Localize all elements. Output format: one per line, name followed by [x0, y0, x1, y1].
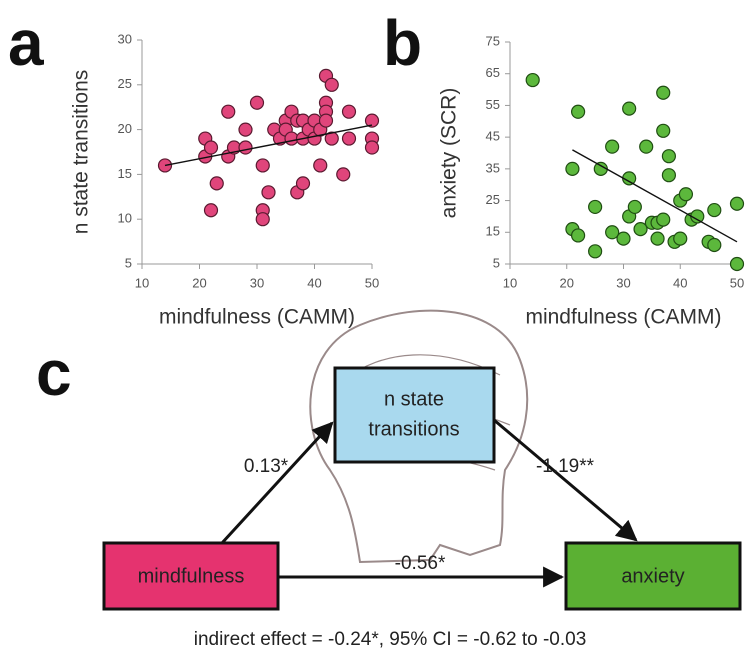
point	[364, 113, 380, 128]
point	[661, 168, 677, 183]
point	[588, 244, 603, 259]
x-tick-label: 40	[307, 275, 321, 290]
point	[341, 104, 357, 119]
point	[203, 203, 219, 218]
point	[707, 237, 722, 253]
node-box	[564, 541, 742, 611]
fit-line	[572, 149, 738, 243]
arrow	[493, 418, 638, 542]
point	[261, 185, 276, 200]
point	[203, 140, 219, 155]
point	[221, 104, 236, 119]
y-tick-label: 45	[486, 129, 500, 144]
point	[650, 231, 665, 246]
point	[238, 140, 253, 155]
point	[661, 149, 677, 164]
point	[633, 222, 648, 237]
y-tick-label: 25	[118, 76, 132, 91]
fit-line	[164, 124, 373, 167]
point	[627, 199, 642, 215]
node-box	[102, 541, 280, 611]
point	[605, 225, 620, 240]
arrow	[220, 421, 334, 545]
point	[255, 158, 270, 173]
point	[324, 77, 339, 92]
y-axis-label: anxiety (SCR)	[438, 88, 461, 219]
y-tick-label: 15	[486, 224, 500, 239]
point	[707, 202, 722, 218]
x-tick-label: 30	[250, 275, 264, 290]
point	[678, 187, 694, 202]
x-tick-label: 50	[365, 275, 379, 290]
point	[622, 101, 637, 116]
edge-label: -0.56*	[395, 553, 446, 574]
x-tick-label: 30	[616, 275, 630, 290]
y-tick-label: 25	[486, 192, 500, 207]
panel-label: b	[383, 7, 422, 79]
y-tick-label: 65	[486, 65, 500, 80]
panel-label: a	[8, 7, 44, 79]
edge-label: -1.19**	[536, 456, 595, 477]
point	[656, 123, 671, 138]
point	[729, 256, 745, 272]
point	[238, 122, 253, 137]
node-label: n state	[384, 388, 444, 410]
x-tick-label: 20	[192, 275, 206, 290]
y-tick-label: 35	[486, 160, 500, 175]
point	[336, 167, 351, 182]
x-tick-label: 10	[503, 275, 517, 290]
point	[729, 196, 745, 211]
y-axis-label: n state transitions	[70, 70, 93, 235]
y-tick-label: 30	[118, 31, 132, 46]
point	[249, 95, 265, 110]
point	[673, 231, 688, 246]
x-tick-label: 20	[560, 275, 574, 290]
point	[639, 139, 654, 154]
point	[565, 161, 580, 176]
node-label: transitions	[368, 418, 459, 440]
edge-label: 0.13*	[244, 456, 289, 477]
point	[570, 104, 586, 119]
point	[341, 131, 357, 146]
node-label: anxiety	[621, 565, 684, 587]
y-tick-label: 20	[118, 121, 132, 136]
panel-label: c	[36, 337, 72, 409]
y-tick-label: 15	[118, 166, 132, 181]
point	[616, 231, 631, 246]
node-box	[333, 366, 496, 464]
point	[209, 176, 224, 191]
node-label: mindfulness	[138, 565, 245, 587]
point	[588, 199, 603, 215]
x-axis-label: mindfulness (CAMM)	[525, 306, 721, 329]
x-tick-label: 40	[673, 275, 687, 290]
point	[605, 139, 620, 154]
point	[324, 131, 339, 146]
y-tick-label: 5	[493, 255, 500, 270]
point	[656, 212, 671, 227]
point	[364, 140, 380, 155]
point	[525, 72, 540, 88]
y-tick-label: 5	[125, 255, 132, 270]
y-tick-label: 10	[118, 211, 132, 226]
note: indirect effect = -0.24*, 95% CI = -0.62…	[194, 629, 587, 650]
point	[255, 212, 270, 227]
x-tick-label: 50	[730, 275, 744, 290]
y-tick-label: 75	[486, 33, 500, 48]
point	[570, 228, 586, 243]
point	[313, 158, 328, 173]
x-tick-label: 10	[135, 275, 149, 290]
point	[295, 176, 311, 191]
x-axis-label: mindfulness (CAMM)	[159, 306, 355, 329]
point	[656, 85, 671, 100]
y-tick-label: 55	[486, 97, 500, 112]
point	[318, 113, 334, 128]
